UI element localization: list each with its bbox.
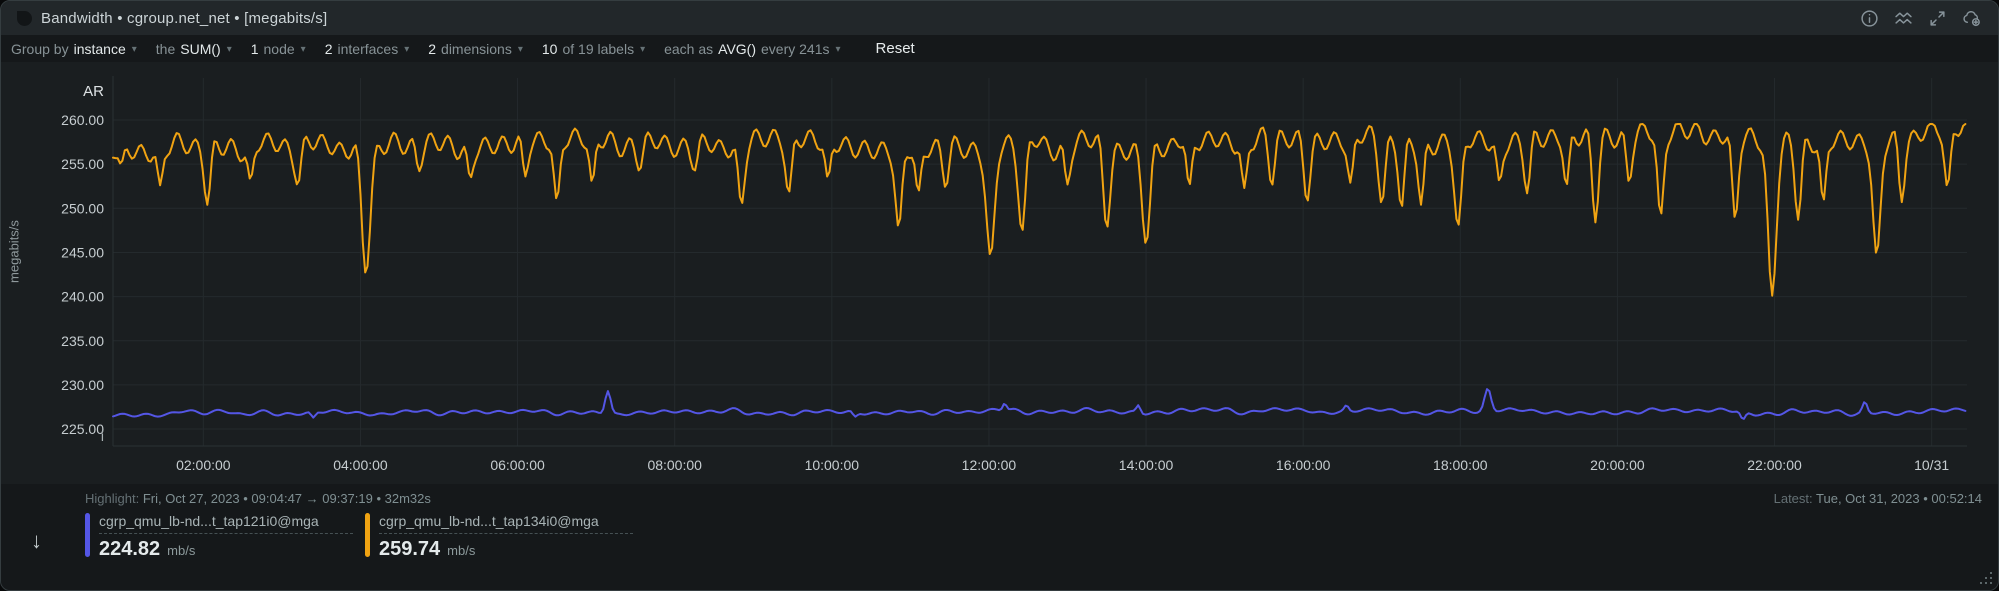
legend-dimension-name[interactable]: cgrp_qmu_lb-nd...t_tap121i0@mga [99, 513, 353, 534]
svg-text:08:00:00: 08:00:00 [647, 457, 702, 473]
anomaly-rate-label[interactable]: AR [83, 83, 104, 100]
svg-text:230.00: 230.00 [61, 377, 104, 393]
series-paths [112, 123, 1967, 420]
series-cgrp_qmu_lb-nd...t_tap134i0@mga [112, 123, 1967, 297]
axis-tick-labels: 260.00 255.00 250.00 245.00 240.00 235.00 230.… [61, 112, 1949, 473]
chevron-down-icon: ▾ [517, 44, 523, 55]
highlight-value: Fri, Oct 27, 2023 • 09:04:47 → 09:37:19 … [142, 491, 431, 506]
chevron-down-icon: ▾ [300, 44, 306, 55]
svg-text:06:00:00: 06:00:00 [490, 457, 545, 473]
legend-unit: mb/s [167, 543, 196, 558]
legend: cgrp_qmu_lb-nd...t_tap121i0@mga 224.82 mb/… [85, 513, 1982, 561]
toolbar-item-labels[interactable]: 10 of 19 labels ▾ [541, 40, 646, 57]
svg-text:240.00: 240.00 [61, 289, 104, 305]
chevron-down-icon: ▾ [131, 44, 137, 55]
chevron-down-icon: ▾ [404, 44, 410, 55]
svg-text:235.00: 235.00 [61, 333, 104, 349]
latest-value: Tue, Oct 31, 2023 • 00:52:14 [1816, 491, 1982, 506]
legend-item: cgrp_qmu_lb-nd...t_tap134i0@mga 259.74 mb/… [365, 513, 633, 561]
legend-unit: mb/s [447, 543, 476, 558]
widget-footer: Highlight: Fri, Oct 27, 2023 • 09:04:47 … [1, 484, 1998, 590]
dimensions-sort-icon[interactable]: ↓ [31, 528, 42, 553]
toolbar-item-dimensions[interactable]: 2 dimensions ▾ [428, 40, 523, 57]
resize-handle-icon[interactable] [1979, 571, 1993, 585]
highlight-info: Highlight: Fri, Oct 27, 2023 • 09:04:47 … [85, 491, 1982, 506]
series-cgrp_qmu_lb-nd...t_tap121i0@mga [112, 388, 1967, 420]
latest-label: Latest: [1773, 491, 1813, 506]
info-icon[interactable] [1860, 9, 1879, 28]
svg-text:250.00: 250.00 [61, 200, 104, 216]
add-to-dashboard-icon[interactable] [1962, 9, 1982, 28]
toolbar-item-nodes[interactable]: 1 node ▾ [250, 40, 306, 57]
highlight-label: Highlight: [85, 491, 140, 506]
svg-text:22:00:00: 22:00:00 [1747, 457, 1802, 473]
svg-text:260.00: 260.00 [61, 112, 104, 128]
svg-text:20:00:00: 20:00:00 [1590, 457, 1645, 473]
chart-type-icon[interactable] [1894, 9, 1913, 28]
toolbar-item-interfaces[interactable]: 2 interfaces ▾ [324, 40, 410, 57]
chart-area[interactable]: megabits/s 260.00 255.00 250.00 245.00 240.0… [1, 62, 1998, 484]
chevron-down-icon: ▾ [640, 44, 646, 55]
svg-text:10/31: 10/31 [1914, 457, 1949, 473]
svg-text:225.00: 225.00 [61, 421, 104, 437]
legend-value: 259.74 [379, 538, 441, 560]
legend-color-bar [365, 513, 370, 557]
legend-item: cgrp_qmu_lb-nd...t_tap121i0@mga 224.82 mb/… [85, 513, 353, 561]
netdata-logo-icon [17, 10, 32, 26]
chart-toolbar: Group by instance ▾ the SUM() ▾ 1 node ▾ 2 interfa… [1, 35, 1998, 62]
chevron-down-icon: ▾ [226, 44, 232, 55]
svg-text:12:00:00: 12:00:00 [962, 457, 1017, 473]
widget-header: Bandwidth • cgroup.net_net • [megabits/s… [1, 1, 1998, 35]
svg-text:16:00:00: 16:00:00 [1276, 457, 1331, 473]
info-row-label[interactable]: i [101, 428, 104, 444]
chevron-down-icon: ▾ [835, 44, 841, 55]
toolbar-item-group-by[interactable]: Group by instance ▾ [11, 40, 137, 57]
legend-value: 224.82 [99, 538, 161, 560]
toolbar-item-aggregate[interactable]: the SUM() ▾ [155, 40, 232, 57]
reset-button[interactable]: Reset [870, 39, 921, 58]
legend-color-bar [85, 513, 90, 557]
toolbar-item-each-as[interactable]: each as AVG() every 241s ▾ [664, 40, 841, 57]
legend-dimension-name[interactable]: cgrp_qmu_lb-nd...t_tap134i0@mga [379, 513, 633, 534]
svg-text:02:00:00: 02:00:00 [176, 457, 231, 473]
bandwidth-line-chart[interactable]: 260.00 255.00 250.00 245.00 240.00 235.00 230.… [1, 62, 1999, 486]
svg-text:14:00:00: 14:00:00 [1119, 457, 1174, 473]
svg-text:255.00: 255.00 [61, 156, 104, 172]
svg-text:10:00:00: 10:00:00 [805, 457, 860, 473]
chart-title: Bandwidth • cgroup.net_net • [megabits/s… [41, 9, 328, 27]
latest-info: Latest: Tue, Oct 31, 2023 • 00:52:14 [1774, 491, 1982, 506]
svg-text:04:00:00: 04:00:00 [333, 457, 388, 473]
grid-lines [112, 76, 1967, 447]
svg-text:18:00:00: 18:00:00 [1433, 457, 1488, 473]
fullscreen-icon[interactable] [1928, 9, 1947, 28]
svg-text:245.00: 245.00 [61, 244, 104, 260]
